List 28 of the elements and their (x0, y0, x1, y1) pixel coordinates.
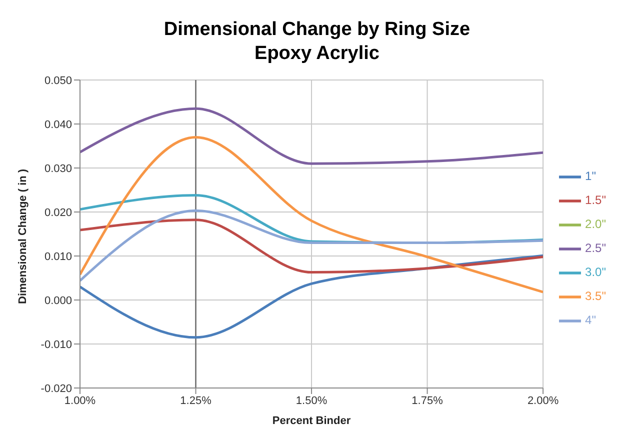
y-tick-label: 0.030 (44, 162, 72, 175)
legend-label: 2.5" (585, 241, 606, 255)
chart-title: Dimensional Change by Ring Size (162, 18, 472, 42)
legend-label: 1.5" (585, 193, 606, 207)
y-tick-label: -0.010 (40, 338, 72, 351)
line-series (80, 107, 544, 165)
y-tick-label: 0.010 (44, 250, 72, 263)
legend-label: 1" (585, 169, 596, 183)
y-tick-label: 0.040 (44, 118, 72, 131)
y-tick-label: 0.000 (44, 294, 72, 307)
legend-label: 3.0" (585, 265, 606, 279)
y-tick-label: -0.020 (40, 382, 72, 395)
line-series (80, 209, 544, 282)
legend-label: 3.5" (585, 289, 606, 303)
x-tick-label: 2.00% (527, 394, 559, 407)
y-tick-label: 0.050 (44, 74, 72, 87)
x-axis-title: Percent Binder (272, 415, 352, 427)
line-series (80, 136, 544, 294)
y-tick-label: 0.020 (44, 206, 72, 219)
x-tick-label: 1.50% (296, 394, 328, 407)
x-tick-label: 1.75% (412, 394, 444, 407)
line-series (80, 218, 544, 274)
legend-label: 4" (585, 313, 596, 327)
legend-label: 2.0" (585, 217, 606, 231)
x-tick-label: 1.00% (64, 394, 96, 407)
x-tick-label: 1.25% (180, 394, 212, 407)
y-axis-title: Dimensional Change ( in ) (16, 168, 29, 304)
chart-subtitle: Epoxy Acrylic (254, 42, 380, 66)
